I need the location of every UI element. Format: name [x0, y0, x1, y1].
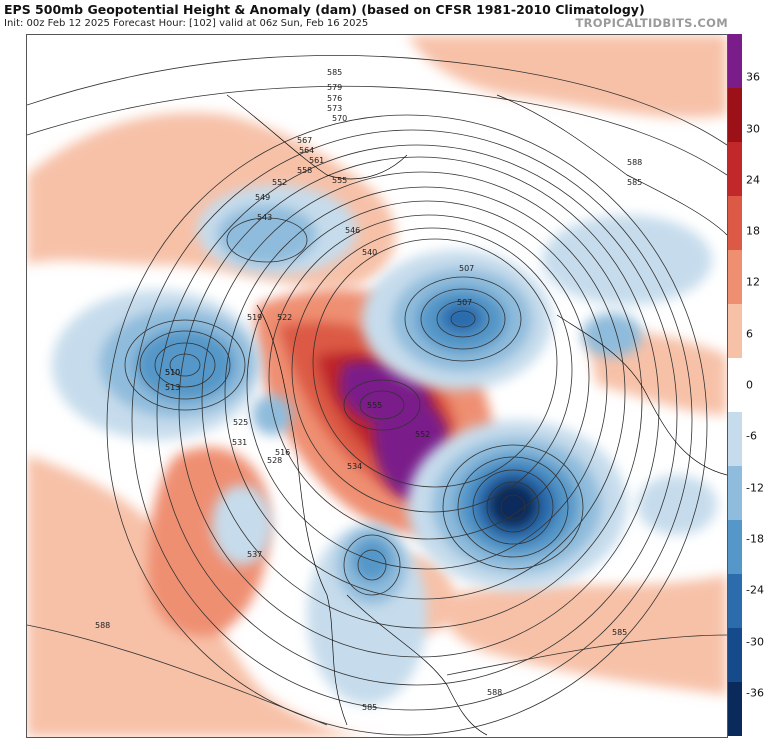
colorbar-swatch [728, 574, 742, 628]
contour-label: 552 [272, 178, 287, 187]
contour-label: 519 [247, 313, 262, 322]
colorbar-swatch [728, 466, 742, 520]
colorbar-tick-label: 0 [746, 378, 753, 392]
colorbar-tick-label: -36 [746, 686, 764, 700]
center-label: 507 [459, 264, 474, 273]
colorbar-tick-label: 36 [746, 70, 760, 84]
contour-label: 564 [299, 146, 314, 155]
map-panel: 585 579 576 573 570 567 564 561 558 555 … [26, 34, 728, 738]
colorbar-swatch [728, 520, 742, 574]
colorbar-swatch [728, 196, 742, 250]
center-label: 510 [165, 368, 180, 377]
contour-label: 510 [165, 368, 180, 377]
colorbar-swatch [728, 34, 742, 88]
colorbar-tick-label: -24 [746, 583, 764, 597]
colorbar-tick-label: 18 [746, 224, 760, 238]
contour-label: 585 [327, 68, 342, 77]
contour-label: 585 [362, 703, 377, 712]
contour-label: 585 [612, 628, 627, 637]
contour-label: 555 [332, 176, 347, 185]
colorbar-swatch [728, 628, 742, 682]
colorbar-swatch [728, 412, 742, 466]
contour-label: 573 [327, 104, 342, 113]
chart-subtitle: Init: 00z Feb 12 2025 Forecast Hour: [10… [4, 18, 369, 29]
colorbar-tick-label: 6 [746, 327, 753, 341]
contour-label: 561 [309, 156, 324, 165]
contour-label: 585 [627, 178, 642, 187]
colorbar-swatch [728, 142, 742, 196]
anomaly-colorbar: 36 30 24 18 12 6 0 -6 -12 -18 -24 -30 -36 [728, 34, 768, 736]
contour-label: 558 [297, 166, 312, 175]
contour-label: 543 [257, 213, 272, 222]
contour-label: 588 [627, 158, 642, 167]
colorbar-tick-label: 30 [746, 122, 760, 135]
contour-label: 522 [277, 313, 292, 322]
contour-label: 570 [332, 114, 347, 123]
contour-label: 507 [457, 298, 472, 307]
map-canvas: 585 579 576 573 570 567 564 561 558 555 … [27, 35, 727, 737]
colorbar-tick-label: -30 [746, 635, 764, 648]
contour-label: 546 [345, 226, 360, 235]
contour-label: 528 [267, 456, 282, 465]
colorbar-tick-label: -6 [746, 429, 757, 443]
colorbar-tick-label: 24 [746, 173, 760, 187]
colorbar-swatch [728, 88, 742, 142]
center-label: 552 [415, 430, 430, 439]
contour-label: 567 [297, 136, 312, 145]
contour-label: 531 [232, 438, 247, 447]
height-contours [27, 54, 727, 736]
contour-label: 537 [247, 550, 262, 559]
contour-label: 525 [233, 418, 248, 427]
contour-labels: 585 579 576 573 570 567 564 561 558 555 … [95, 68, 642, 712]
center-label: 555 [367, 401, 382, 410]
colorbar-swatch [728, 682, 742, 736]
contour-label: 516 [275, 448, 290, 457]
colorbar-swatch [728, 358, 742, 412]
colorbar-tick-label: 12 [746, 275, 760, 289]
contour-label: 588 [487, 688, 502, 697]
contour-label: 588 [95, 621, 110, 630]
brand-watermark: TROPICALTIDBITS.COM [575, 16, 728, 30]
contour-label: 540 [362, 248, 377, 257]
anomaly-center-labels: 555 552 507 510 [165, 264, 474, 439]
chart-title: EPS 500mb Geopotential Height & Anomaly … [4, 2, 645, 17]
contour-label: 513 [165, 383, 180, 392]
contour-label: 534 [347, 462, 362, 471]
colorbar-tick-label: -12 [746, 481, 764, 495]
coastlines [226, 94, 727, 736]
contour-label: 549 [255, 193, 270, 202]
colorbar-tick-label: -18 [746, 532, 764, 546]
colorbar-swatch [728, 304, 742, 358]
contour-label: 576 [327, 94, 342, 103]
contour-label: 579 [327, 83, 342, 92]
colorbar-swatch [728, 250, 742, 304]
